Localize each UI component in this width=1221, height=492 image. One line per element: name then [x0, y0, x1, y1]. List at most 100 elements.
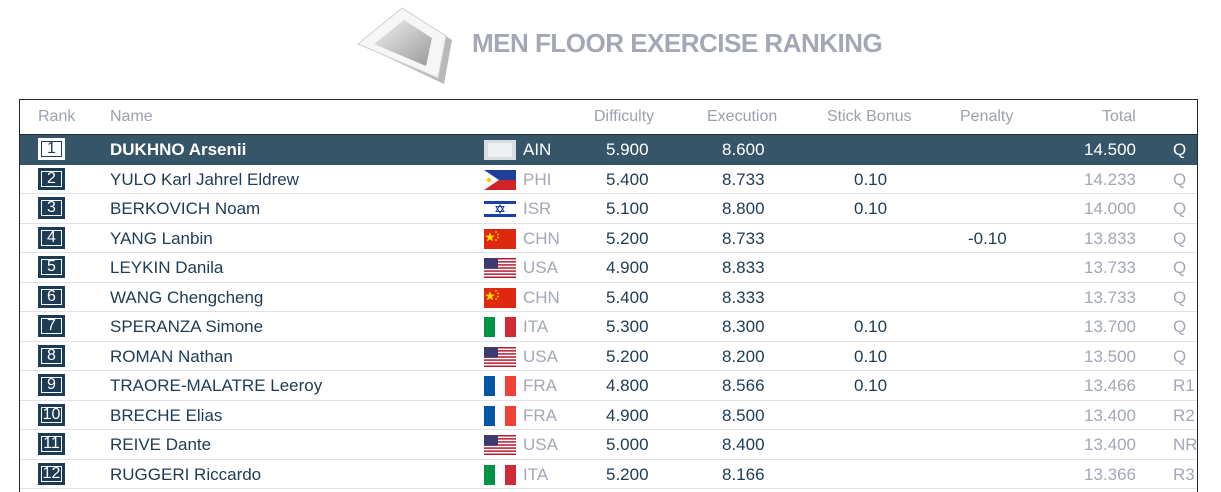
noc-code: USA: [523, 258, 558, 277]
table-row[interactable]: 4 YANG Lanbin CHN 5.200 8.733 -0.10 13.833 Q: [20, 224, 1197, 253]
table-row[interactable]: 10 BRECHE Elias FRA 4.900 8.500 13.400 R2: [20, 401, 1197, 430]
china-flag-icon: [484, 228, 516, 249]
qualification-status: R1: [1173, 376, 1195, 395]
rank-badge: 11: [38, 433, 65, 455]
stick-bonus: 0.10: [854, 346, 888, 366]
table-row[interactable]: 9 TRAORE-MALATRE Leeroy FRA 4.800 8.566 0.10 1…: [20, 371, 1197, 401]
noc-code: ITA: [523, 464, 549, 484]
total-score: 13.366: [1084, 464, 1136, 484]
qualification-status: R2: [1173, 405, 1195, 425]
rank-badge: 6: [38, 285, 65, 308]
athlete-name[interactable]: YANG Lanbin: [110, 228, 213, 248]
difficulty-score: 5.200: [606, 346, 649, 366]
total-score: 13.400: [1084, 435, 1136, 454]
athlete-name[interactable]: ROMAN Nathan: [110, 346, 233, 366]
philippines-flag-icon: [484, 169, 516, 190]
stick-bonus: 0.10: [854, 169, 888, 189]
rank-badge: 7: [38, 315, 65, 337]
col-difficulty[interactable]: Difficulty: [594, 108, 655, 125]
execution-score: 8.333: [722, 287, 765, 307]
italy-flag-icon: [484, 464, 516, 485]
col-penalty[interactable]: Penalty: [960, 108, 1014, 125]
israel-flag-icon: [484, 199, 516, 219]
china-flag-icon: [484, 287, 516, 308]
athlete-name[interactable]: TRAORE-MALATRE Leeroy: [110, 376, 323, 395]
total-score: 13.700: [1084, 317, 1136, 336]
execution-score: 8.166: [722, 464, 765, 484]
qualification-status: Q: [1173, 317, 1187, 336]
usa-flag-icon: [484, 258, 516, 278]
difficulty-score: 5.400: [606, 287, 649, 307]
noc-code: CHN: [523, 228, 560, 248]
usa-flag-icon: [484, 435, 516, 455]
france-flag-icon: [484, 376, 516, 396]
table-row[interactable]: 5 LEYKIN Danila USA 4.900 8.833 13.733 Q: [20, 253, 1197, 283]
noc-code: FRA: [523, 405, 557, 425]
total-score: 13.833: [1084, 228, 1136, 248]
difficulty-score: 5.200: [606, 464, 649, 484]
table-row[interactable]: 11 REIVE Dante USA 5.000 8.400 13.400 NR: [20, 430, 1197, 460]
stick-bonus: 0.10: [854, 317, 888, 336]
total-score: 13.500: [1084, 346, 1136, 366]
noc-code: FRA: [523, 376, 557, 395]
total-score: 13.400: [1084, 405, 1136, 425]
execution-score: 8.200: [722, 346, 765, 366]
qualification-status: NR: [1173, 435, 1198, 454]
rank-badge: 9: [38, 374, 65, 396]
table-row[interactable]: 6 WANG Chengcheng CHN 5.400 8.333 13.733 Q: [20, 283, 1197, 312]
stick-bonus: 0.10: [854, 376, 888, 395]
qualification-status: Q: [1173, 258, 1187, 277]
execution-score: 8.833: [722, 258, 765, 277]
qualification-status: Q: [1173, 287, 1187, 307]
execution-score: 8.566: [722, 376, 765, 395]
rank-badge: 12: [38, 462, 65, 485]
total-score: 13.733: [1084, 287, 1136, 307]
table-row[interactable]: 8 ROMAN Nathan USA 5.200 8.200 0.10 13.500 Q: [20, 342, 1197, 371]
athlete-name[interactable]: BERKOVICH Noam: [110, 199, 261, 218]
table-row[interactable]: 1 DUKHNO Arsenii AIN 5.900 8.600 14.500 Q: [20, 135, 1197, 165]
noc-code: CHN: [523, 287, 560, 307]
total-score: 13.733: [1084, 258, 1136, 277]
execution-score: 8.400: [722, 435, 765, 454]
athlete-name[interactable]: LEYKIN Danila: [110, 258, 224, 277]
stick-bonus: 0.10: [854, 199, 888, 218]
table-row[interactable]: 7 SPERANZA Simone ITA 5.300 8.300 0.10 13.700 Q: [20, 312, 1197, 342]
athlete-name[interactable]: RUGGERI Riccardo: [110, 464, 262, 484]
qualification-status: Q: [1173, 346, 1187, 366]
athlete-name[interactable]: BRECHE Elias: [110, 405, 223, 425]
noc-code: AIN: [523, 140, 552, 159]
athlete-name[interactable]: SPERANZA Simone: [110, 317, 264, 336]
col-total[interactable]: Total: [1102, 108, 1136, 125]
athlete-name[interactable]: YULO Karl Jahrel Eldrew: [110, 169, 299, 189]
qualification-status: Q: [1173, 169, 1187, 189]
rank-badge: 5: [38, 256, 65, 278]
difficulty-score: 5.000: [606, 435, 649, 454]
qualification-status: Q: [1173, 140, 1187, 159]
qualification-status: R3: [1173, 464, 1195, 484]
difficulty-score: 5.300: [606, 317, 649, 336]
col-rank[interactable]: Rank: [38, 108, 76, 125]
rank-badge: 2: [38, 167, 65, 190]
italy-flag-icon: [484, 317, 516, 337]
table-row[interactable]: 12 RUGGERI Riccardo ITA 5.200 8.166 13.366 R3: [20, 460, 1197, 489]
difficulty-score: 4.900: [606, 258, 649, 277]
table-row[interactable]: 3 BERKOVICH Noam ISR 5.100 8.800 0.10 14.000 Q: [20, 194, 1197, 224]
noc-code: USA: [523, 435, 558, 454]
execution-score: 8.733: [722, 228, 765, 248]
noc-code: ISR: [523, 199, 552, 218]
qualification-status: Q: [1173, 228, 1187, 248]
execution-score: 8.733: [722, 169, 765, 189]
col-stick-bonus[interactable]: Stick Bonus: [827, 108, 912, 125]
execution-score: 8.800: [722, 199, 765, 218]
athlete-name[interactable]: WANG Chengcheng: [110, 287, 264, 307]
rank-badge: 10: [38, 403, 65, 426]
total-score: 13.466: [1084, 376, 1136, 395]
col-name[interactable]: Name: [110, 108, 153, 125]
col-execution[interactable]: Execution: [707, 108, 778, 125]
difficulty-score: 5.900: [606, 140, 649, 159]
ranking-table: Rank Name Difficulty Execution Stick Bon…: [19, 99, 1198, 492]
athlete-name[interactable]: REIVE Dante: [110, 435, 212, 454]
athlete-name[interactable]: DUKHNO Arsenii: [110, 140, 247, 159]
table-row[interactable]: 2 YULO Karl Jahrel Eldrew PHI 5.400 8.733 0.1…: [20, 165, 1197, 194]
total-score: 14.000: [1084, 199, 1136, 218]
